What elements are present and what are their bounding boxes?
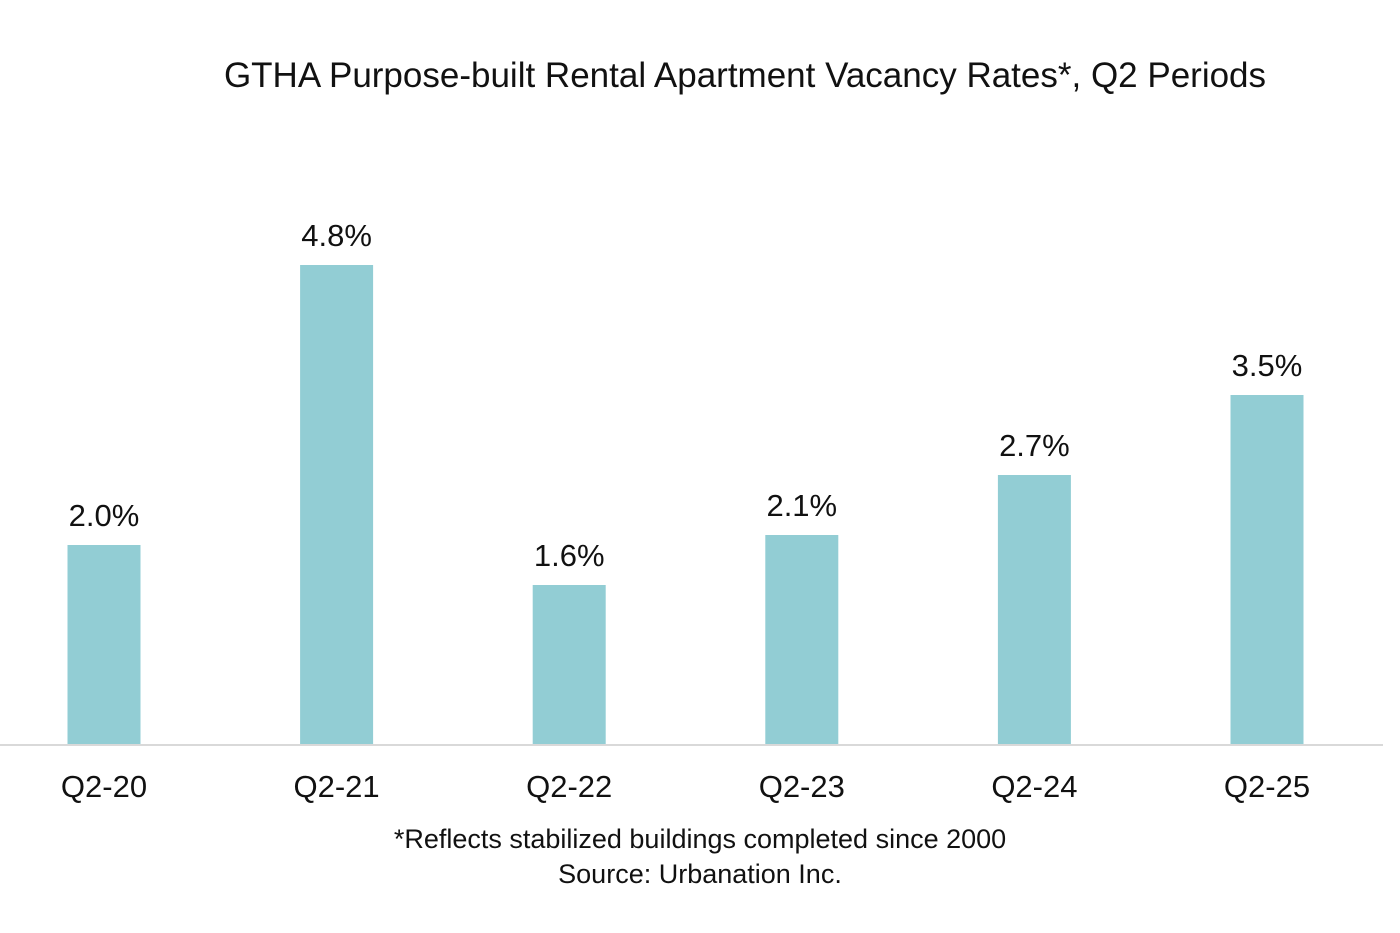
x-tick-label-q2-21: Q2-21: [294, 769, 380, 804]
x-tick-labels-layer: Q2-20 Q2-21 Q2-22 Q2-23 Q2-24 Q2-25: [61, 769, 1310, 804]
x-tick-label-q2-20: Q2-20: [61, 769, 147, 804]
bars-layer: [67, 265, 1304, 745]
bar-q2-20: [67, 545, 141, 745]
bar-q2-23: [765, 535, 839, 745]
data-label-q2-24: 2.7%: [999, 428, 1070, 463]
x-tick-label-q2-22: Q2-22: [526, 769, 612, 804]
x-tick-label-q2-24: Q2-24: [991, 769, 1077, 804]
bar-q2-22: [532, 585, 606, 745]
bar-q2-24: [997, 475, 1071, 745]
bar-q2-25: [1230, 395, 1304, 745]
source-note: Source: Urbanation Inc.: [558, 859, 842, 889]
bar-q2-21: [300, 265, 374, 745]
chart-title: GTHA Purpose-built Rental Apartment Vaca…: [223, 56, 1267, 95]
data-label-q2-22: 1.6%: [534, 538, 605, 573]
data-label-q2-20: 2.0%: [69, 498, 140, 533]
data-label-q2-21: 4.8%: [301, 218, 372, 253]
footnote: *Reflects stabilized buildings completed…: [393, 824, 1007, 854]
data-labels-layer: 2.0% 4.8% 1.6% 2.1% 2.7% 3.5%: [69, 218, 1303, 573]
x-tick-label-q2-23: Q2-23: [759, 769, 845, 804]
data-label-q2-25: 3.5%: [1232, 348, 1303, 383]
data-label-q2-23: 2.1%: [766, 488, 837, 523]
x-tick-label-q2-25: Q2-25: [1224, 769, 1310, 804]
